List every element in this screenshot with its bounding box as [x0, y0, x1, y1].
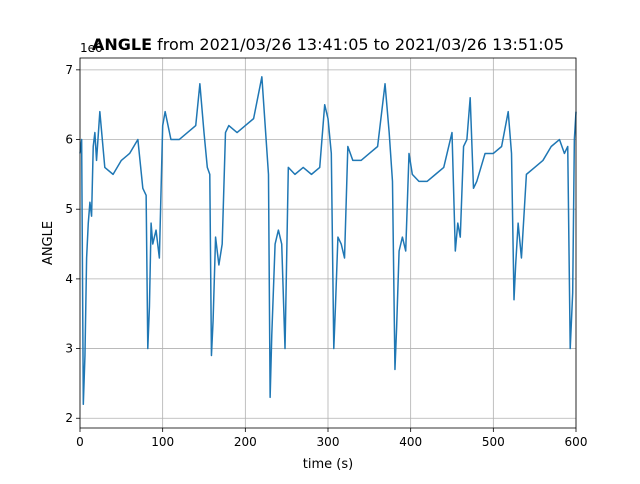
- data-line: [79, 76, 577, 406]
- axes-frame: [79, 57, 577, 429]
- x-tick-label: 600: [565, 435, 588, 449]
- y-axis-label: ANGLE: [41, 221, 56, 265]
- title-rest: from 2021/03/26 13:41:05 to 2021/03/26 1…: [157, 35, 564, 54]
- chart-title: ANGLE from 2021/03/26 13:41:05 to 2021/0…: [92, 35, 564, 54]
- y-tick-label: 2: [65, 411, 73, 425]
- x-tick-label: 500: [482, 435, 505, 449]
- x-tick-label: 100: [151, 435, 174, 449]
- x-tick-label: 300: [317, 435, 340, 449]
- y-tick-label: 4: [65, 272, 73, 286]
- title-bold: ANGLE: [92, 35, 152, 54]
- x-tick-label: 0: [76, 435, 84, 449]
- y-tick-label: 5: [65, 202, 73, 216]
- x-tick-label: 200: [234, 435, 257, 449]
- offset-label: 1e6: [80, 41, 103, 55]
- x-axis-label: time (s): [303, 457, 353, 472]
- x-tick-label: 400: [399, 435, 422, 449]
- y-tick-label: 7: [65, 63, 73, 77]
- y-tick-label: 3: [65, 342, 73, 356]
- y-tick-label: 6: [65, 133, 73, 147]
